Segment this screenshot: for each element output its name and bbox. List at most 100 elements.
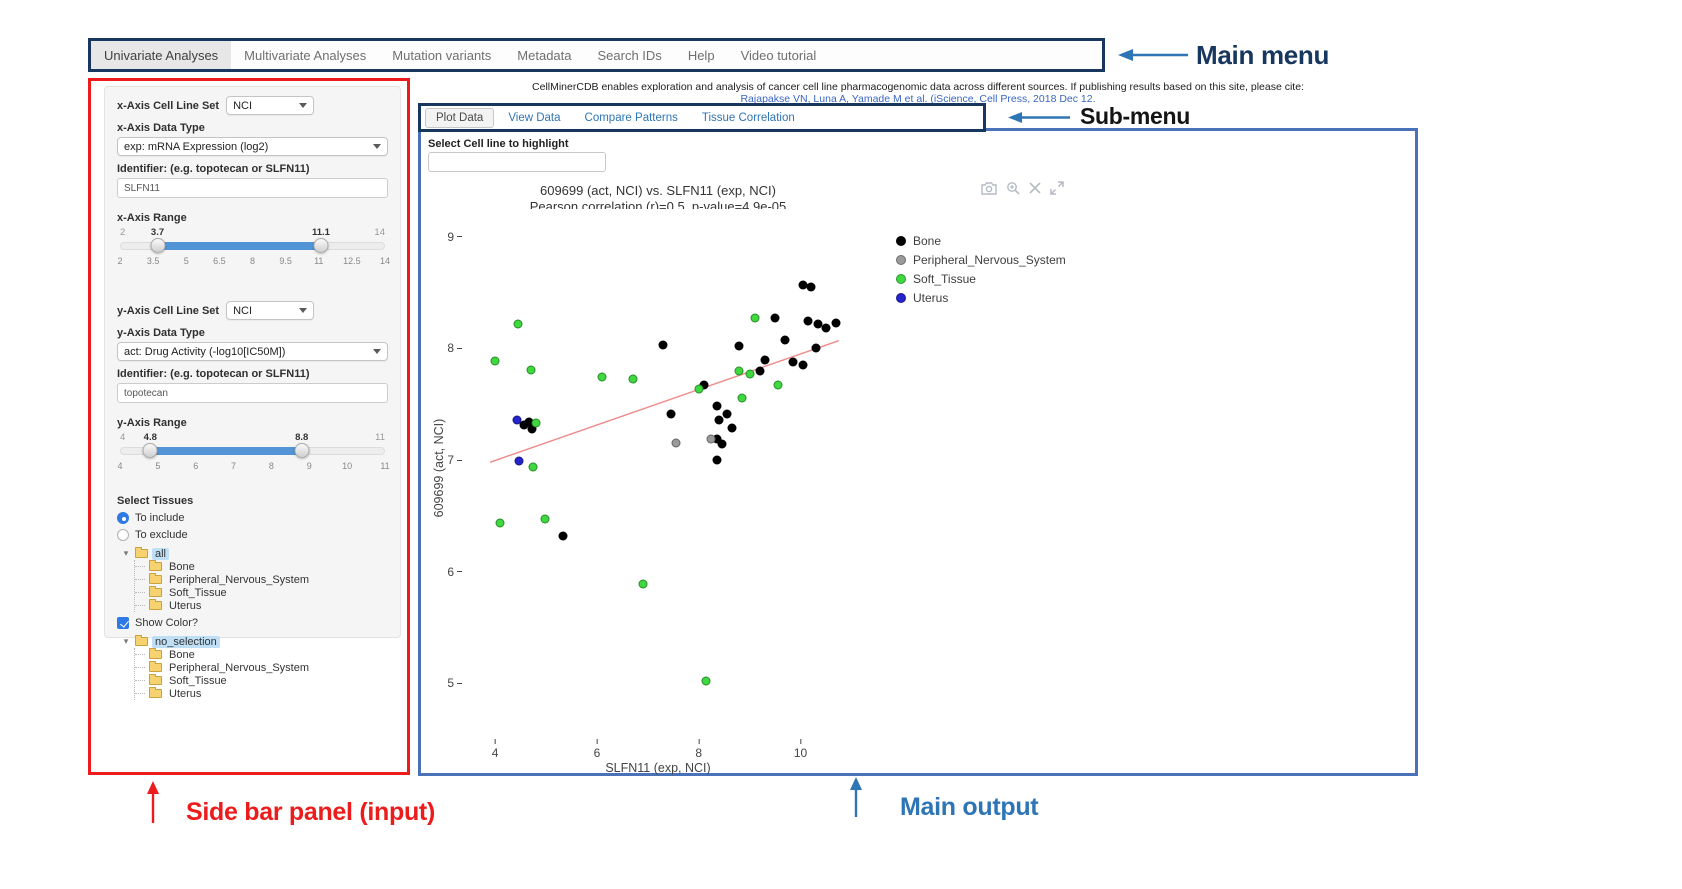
data-point-bone[interactable] [803,316,813,326]
data-point-soft_tissue[interactable] [495,518,505,528]
data-point-soft_tissue[interactable] [531,418,541,428]
data-point-bone[interactable] [780,335,790,345]
data-point-soft_tissue[interactable] [490,356,500,366]
x-axis-data-type-select[interactable]: exp: mRNA Expression (log2) [117,137,388,156]
checkbox-checked-icon [117,617,129,629]
data-point-uterus[interactable] [512,415,522,425]
legend-item-soft_tissue[interactable]: Soft_Tissue [896,269,1066,288]
main-output-panel: Select Cell line to highlight 609699 (ac… [418,128,1418,776]
data-point-bone[interactable] [734,341,744,351]
legend-item-bone[interactable]: Bone [896,231,1066,250]
slider-to-value: 11.1 [311,227,330,238]
data-point-soft_tissue[interactable] [745,369,755,379]
tab-compare-patterns[interactable]: Compare Patterns [584,111,678,124]
data-point-uterus[interactable] [514,456,523,466]
slider-handle-to[interactable] [313,238,329,253]
y-axis-identifier-input[interactable] [117,383,388,403]
show-color-checkbox[interactable]: Show Color? [117,617,388,629]
main-menu: Univariate Analyses Multivariate Analyse… [88,38,1105,72]
data-point-bone[interactable] [760,355,770,365]
tree-node-peripheral-nervous-system[interactable]: Peripheral_Nervous_System [169,573,310,586]
data-point-bone[interactable] [821,323,831,333]
tissues-include-label: To include [135,512,185,524]
data-point-bone[interactable] [666,409,676,419]
data-point-bone[interactable] [712,455,722,465]
tree-node-no-selection[interactable]: no_selection [152,635,220,648]
tree-toggle-icon[interactable]: ▾ [123,636,129,646]
menu-item-help[interactable]: Help [687,47,715,63]
data-point-bone[interactable] [714,415,724,425]
data-point-soft_tissue[interactable] [638,579,648,589]
data-point-soft_tissue[interactable] [540,514,550,524]
tree-node-soft-tissue[interactable]: Soft_Tissue [169,586,227,599]
x-axis-cell-line-set-select[interactable]: NCI [226,96,315,115]
data-point-soft_tissue[interactable] [528,462,538,472]
citation-link[interactable]: Rajapakse VN, Luna A, Yamade M et al. (i… [740,93,1096,105]
data-point-peripheral_nervous_system[interactable] [671,438,681,448]
folder-icon [149,599,162,610]
tree-toggle-icon[interactable]: ▾ [123,548,129,558]
x-axis-identifier-input[interactable] [117,178,388,198]
menu-item-video-tutorial[interactable]: Video tutorial [740,47,817,63]
legend-label: Uterus [913,290,949,305]
autoscale-icon[interactable] [1050,181,1064,195]
tab-plot-data[interactable]: Plot Data [425,107,495,128]
data-point-soft_tissue[interactable] [694,384,704,394]
data-point-bone[interactable] [712,401,722,411]
data-point-bone[interactable] [755,366,765,376]
data-point-bone[interactable] [788,357,798,367]
tree-node-bone[interactable]: Bone [169,560,195,573]
tissues-exclude-radio[interactable]: To exclude [117,529,388,541]
menu-item-metadata[interactable]: Metadata [517,47,572,63]
y-axis-data-type-select[interactable]: act: Drug Activity (-log10[IC50M]) [117,342,388,361]
data-point-soft_tissue[interactable] [597,372,607,382]
data-point-soft_tissue[interactable] [701,676,711,686]
data-point-bone[interactable] [806,282,816,292]
slider-bar[interactable] [150,447,302,455]
data-point-soft_tissue[interactable] [526,365,536,375]
data-point-soft_tissue[interactable] [750,313,760,323]
y-axis-cell-line-set-select[interactable]: NCI [226,301,315,320]
tree-node-all[interactable]: all [152,547,170,560]
menu-item-mutation-variants[interactable]: Mutation variants [392,47,492,63]
data-point-bone[interactable] [831,318,841,328]
data-point-soft_tissue[interactable] [628,374,638,384]
tree-node-soft-tissue[interactable]: Soft_Tissue [169,674,227,687]
data-point-bone[interactable] [558,531,568,541]
tab-tissue-correlation[interactable]: Tissue Correlation [701,111,795,124]
data-point-soft_tissue[interactable] [773,380,783,390]
legend-item-uterus[interactable]: Uterus [896,288,1066,307]
tree-node-peripheral-nervous-system[interactable]: Peripheral_Nervous_System [169,661,310,674]
highlight-cell-line-input[interactable] [428,152,606,172]
slider-handle-from[interactable] [150,238,166,253]
camera-icon[interactable] [981,181,997,195]
data-point-bone[interactable] [798,360,808,370]
menu-item-multivariate-analyses[interactable]: Multivariate Analyses [244,47,367,63]
tab-view-data[interactable]: View Data [508,111,561,124]
tree-node-uterus[interactable]: Uterus [169,599,202,612]
data-point-bone[interactable] [658,340,668,350]
data-point-bone[interactable] [811,343,821,353]
data-point-soft_tissue[interactable] [734,366,744,376]
tree-node-uterus[interactable]: Uterus [169,687,202,700]
tree-node-bone[interactable]: Bone [169,648,195,661]
tissues-include-radio[interactable]: To include [117,512,388,524]
menu-item-univariate-analyses[interactable]: Univariate Analyses [91,41,232,69]
data-point-soft_tissue[interactable] [513,319,523,329]
close-icon[interactable] [1029,182,1041,194]
menu-item-search-ids[interactable]: Search IDs [597,47,662,63]
data-point-soft_tissue[interactable] [737,393,747,403]
slider-tick-label: 9.5 [279,256,292,266]
legend-item-peripheral_nervous_system[interactable]: Peripheral_Nervous_System [896,250,1066,269]
data-point-bone[interactable] [717,439,727,449]
slider-handle-from[interactable] [142,443,158,458]
zoom-in-icon[interactable] [1006,181,1020,195]
data-point-bone[interactable] [770,313,780,323]
slider-handle-to[interactable] [294,443,310,458]
data-point-bone[interactable] [727,423,737,433]
x-axis-ticks: 4 6 8 10 [462,739,854,761]
slider-bar[interactable] [157,242,321,250]
plot-area[interactable] [462,209,854,739]
data-point-peripheral_nervous_system[interactable] [706,434,716,444]
data-point-bone[interactable] [722,409,732,419]
